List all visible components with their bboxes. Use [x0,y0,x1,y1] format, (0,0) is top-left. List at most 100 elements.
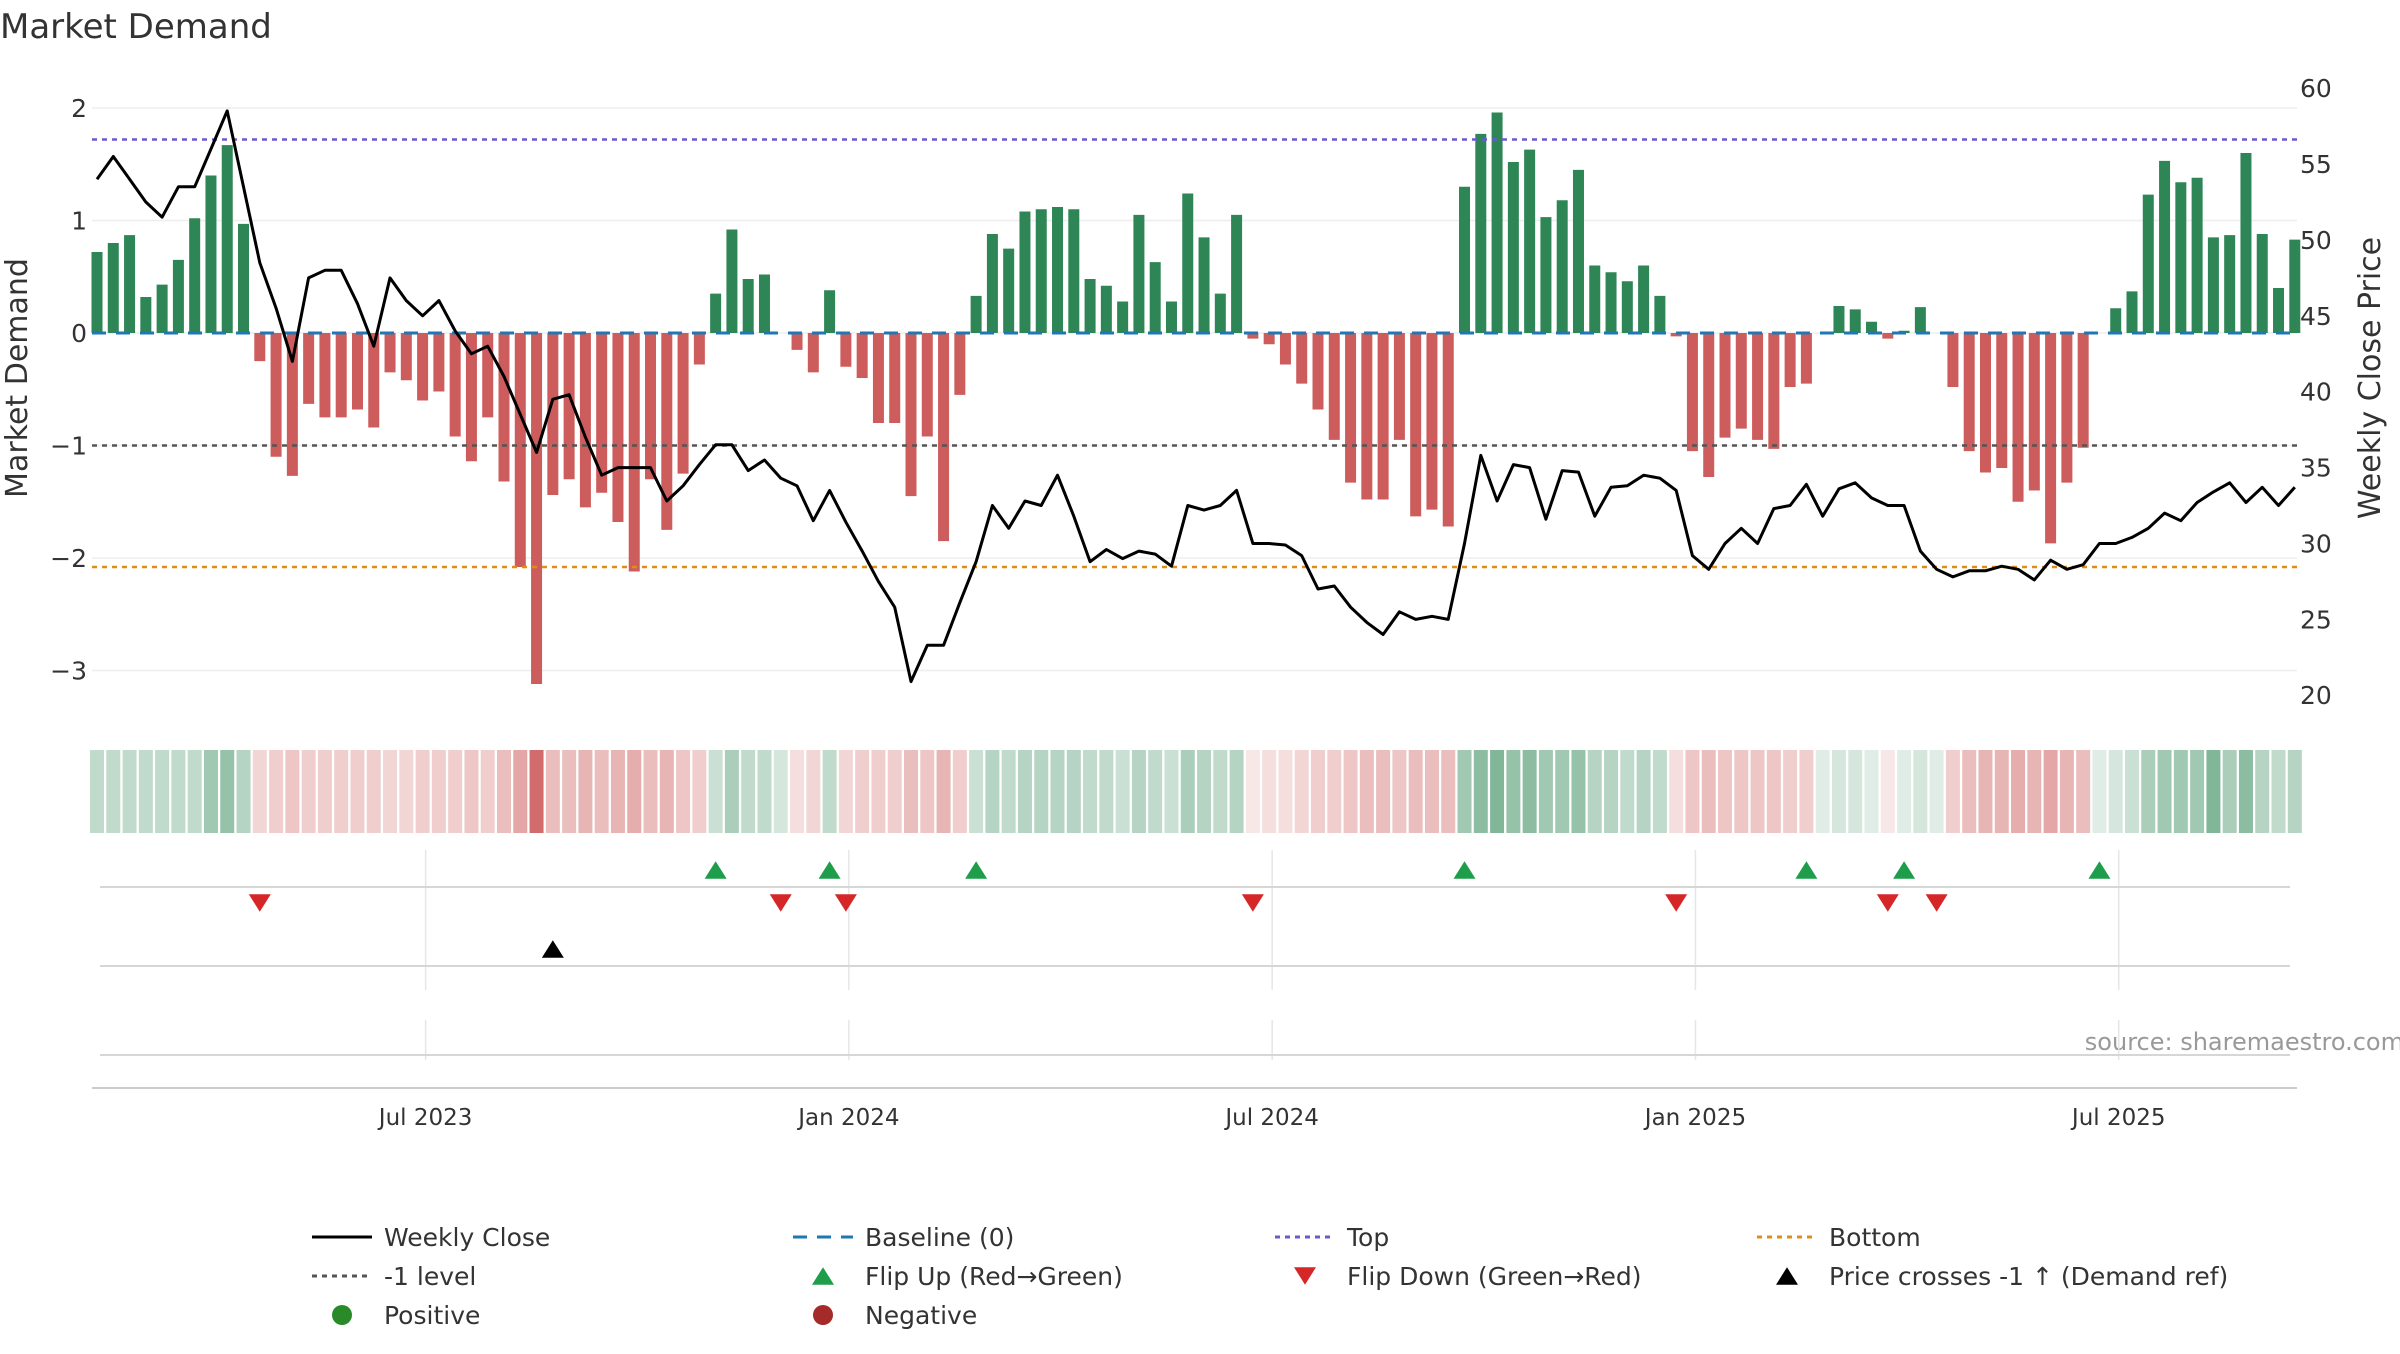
strip-cell [1783,750,1798,833]
demand-bar-positive [1540,217,1552,333]
strip-cell [545,750,560,833]
demand-bar-negative [384,333,396,373]
strip-cell [806,750,821,833]
legend-item: Baseline (0) [793,1223,1014,1252]
demand-bar-positive [189,218,201,333]
signal-markers [248,861,2111,958]
strip-cell [1197,750,1212,833]
demand-bar-negative [1312,333,1324,410]
strip-cell [920,750,935,833]
strip-cell [1929,750,1944,833]
y-tick-right: 45 [2300,302,2332,331]
demand-bar-negative [1752,333,1764,440]
strip-cell [871,750,886,833]
strip-cell [627,750,642,833]
strip-cell [301,750,316,833]
strip-cell [220,750,235,833]
demand-bar-negative [677,333,689,474]
demand-bar-positive [1100,285,1112,333]
legend-swatch-dot [813,1305,833,1325]
demand-bar-negative [1263,333,1275,345]
strip-cell [2271,750,2286,833]
strip-cell [952,750,967,833]
strip-cell [1115,750,1130,833]
legend-item: Negative [813,1301,977,1330]
demand-bar-positive [1052,207,1064,333]
demand-bar-negative [1345,333,1357,483]
demand-bar-negative [1882,333,1894,339]
strip-cell [1701,750,1716,833]
strip-cell [2059,750,2074,833]
strip-cell [1457,750,1472,833]
demand-bar-negative [351,333,363,410]
y-tick-right: 60 [2300,74,2332,103]
demand-bar-negative [579,333,591,508]
demand-bar-negative [628,333,640,572]
demand-bar-positive [1084,279,1096,333]
strip-cell [1327,750,1342,833]
demand-bar-negative [1979,333,1991,473]
demand-bar-positive [2191,177,2203,333]
flip-down-marker [248,894,271,912]
strip-cell [1766,750,1781,833]
demand-bar-negative [840,333,852,367]
strip-cell [887,750,902,833]
source-label: source: sharemaestro.com [2085,1028,2400,1056]
demand-bar-negative [254,333,266,362]
price-cross-marker [541,940,564,958]
flip-down-marker [834,894,857,912]
strip-cell [2027,750,2042,833]
strip-cell [187,750,202,833]
strip-cell [2125,750,2139,833]
demand-bar-negative [270,333,282,457]
strip-cell [155,750,170,833]
strip-cell [1571,750,1586,833]
strip-cell [138,750,153,833]
strip-cell [1490,750,1505,833]
demand-bar-negative [1247,333,1259,339]
strip-cell [2190,750,2205,833]
strip-cell [1262,750,1277,833]
demand-bar-negative [1947,333,1959,387]
demand-bar-negative [1996,333,2008,468]
demand-bar-negative [482,333,494,418]
strip-cell [90,750,104,833]
demand-bar-positive [1035,209,1047,333]
strip-cell [724,750,739,833]
demand-bar-positive [1214,293,1226,333]
demand-bar-negative [1800,333,1812,384]
strip-cell [236,750,251,833]
demand-bar-positive [1133,214,1145,333]
strip-cell [1213,750,1228,833]
strip-cell [2287,750,2302,833]
demand-bar-negative [612,333,624,522]
axes: 2 1 0 −1 −2 −3 60 55 50 45 40 35 30 25 20 Market Demand… [0,74,2388,1131]
strip-cell [1652,750,1667,833]
strip-cell [2222,750,2237,833]
strip-cell [399,750,414,833]
strip-cell [578,750,593,833]
demand-bar-positive [140,297,152,333]
legend-label: Positive [384,1301,480,1330]
strip-cell [1099,750,1114,833]
flip-down-marker [1925,894,1948,912]
strip-cell [838,750,853,833]
strip-cell [741,750,756,833]
demand-bar-negative [1279,333,1291,365]
demand-bar-positive [1654,295,1666,333]
demand-bar-positive [2273,288,2285,333]
strip-cell [676,750,691,833]
strip-cell [2173,750,2188,833]
demand-bar-negative [1442,333,1454,527]
strip-cell [480,750,495,833]
strip-cell [1978,750,1993,833]
strip-cell [643,750,658,833]
legend-swatch-dot [332,1305,352,1325]
strip-cell [1050,750,1065,833]
legend-item: Positive [332,1301,480,1330]
strip-cell [1945,750,1960,833]
demand-bar-negative [1410,333,1422,517]
demand-bar-negative [1703,333,1715,477]
weekly-close-line [95,109,2296,684]
